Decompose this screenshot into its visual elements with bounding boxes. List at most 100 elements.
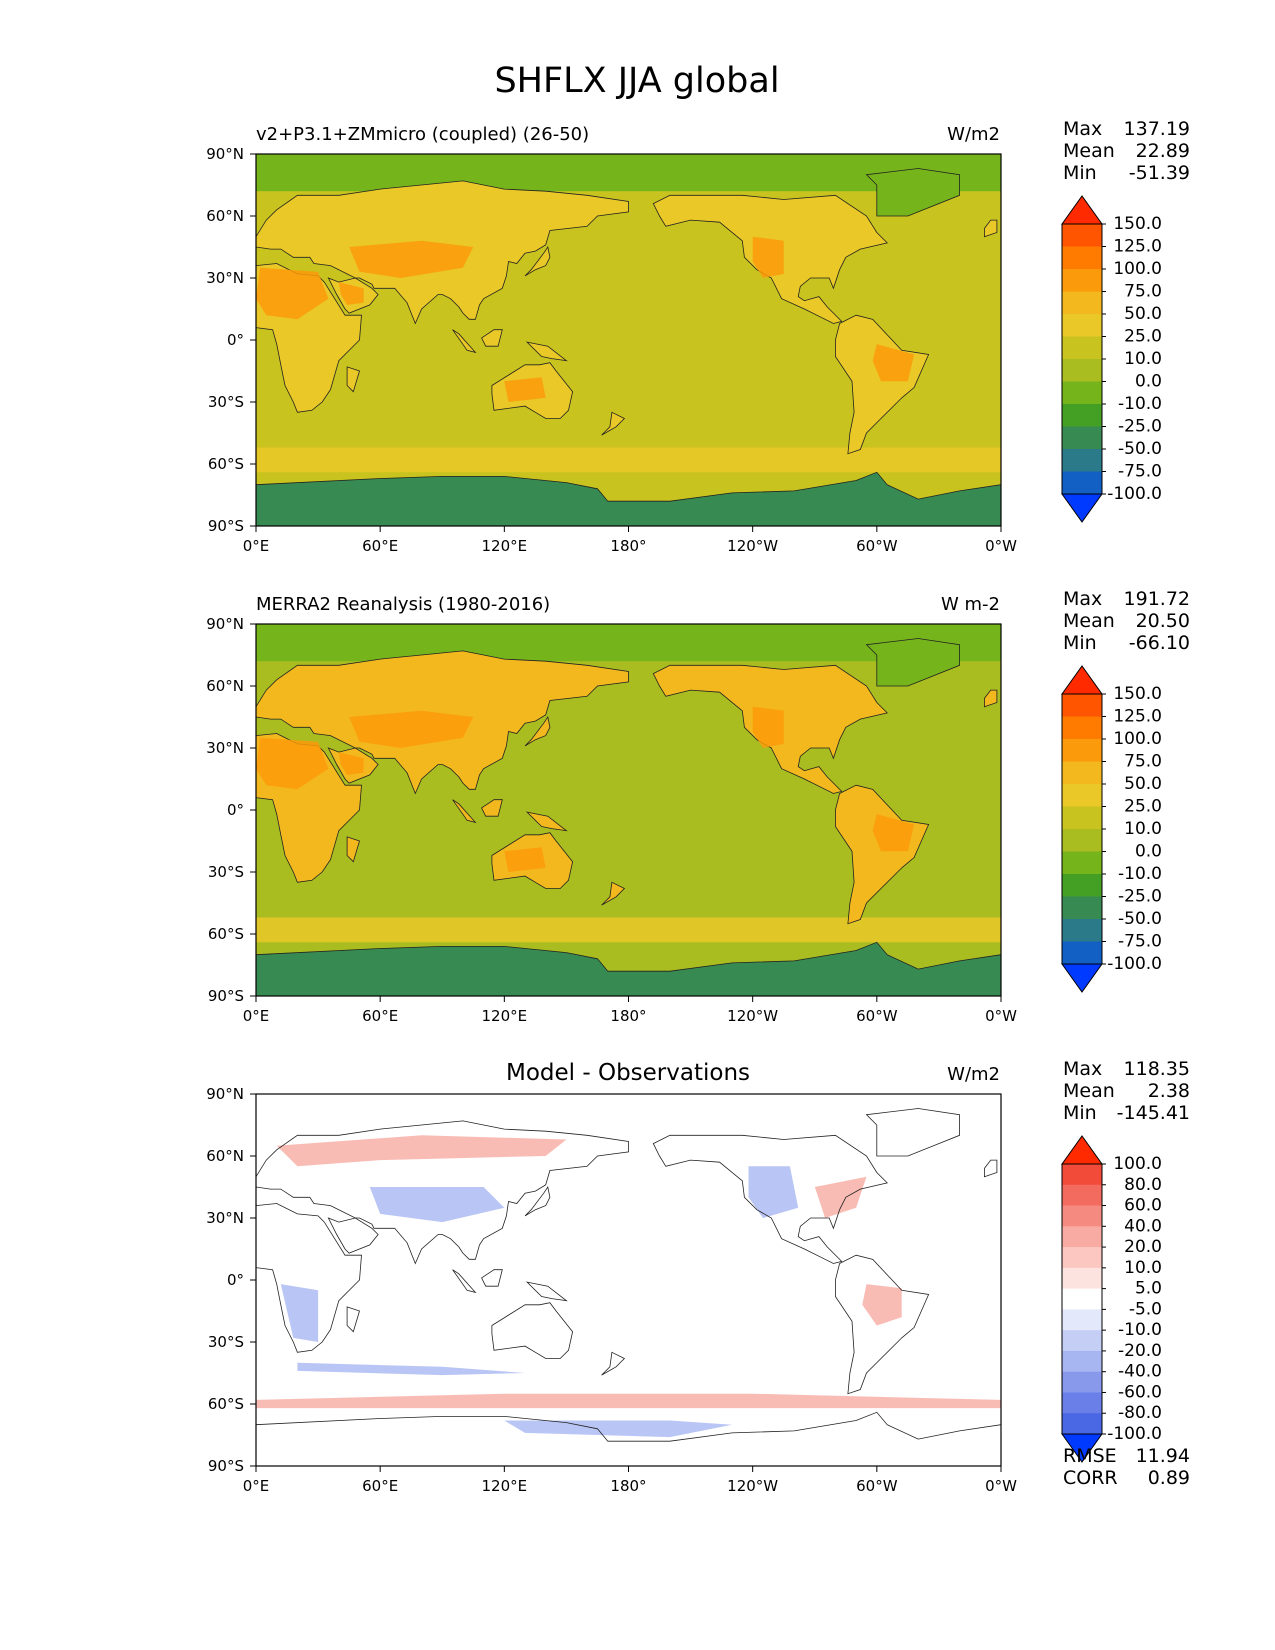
stat-value-mean: 2.38 (1148, 1080, 1190, 1102)
coastline-sumatra (452, 1269, 477, 1294)
lon-axis: 0°E 60°E 120°E 180° 120°W 60°W 0°W (243, 1466, 1017, 1495)
lat-tick-label: 60°N (206, 677, 244, 695)
field-south-america-hot (872, 814, 915, 852)
stat-label-mean: Mean (1063, 610, 1115, 632)
colorbar-tick-label: -50.0 (1118, 909, 1162, 929)
lat-tick-label: 60°S (208, 455, 244, 473)
stat-value-max: 191.72 (1124, 588, 1190, 610)
colorbar-segment (1062, 919, 1102, 942)
stat-value-min: -145.41 (1117, 1102, 1190, 1124)
colorbar-segment (1062, 874, 1102, 897)
lat-axis: 90°N 60°N 30°N 0° 30°S 60°S 90°S (206, 615, 256, 1005)
colorbar-segment (1062, 784, 1102, 807)
field-australia-hot (504, 377, 546, 402)
colorbar-segment (1062, 1205, 1102, 1227)
colorbar-tick-label: -100.0 (1107, 1424, 1162, 1444)
coastline-iceland-uk (984, 1159, 998, 1178)
stat-label-max: Max (1063, 588, 1102, 610)
continent-antarctica (256, 471, 1001, 526)
lat-tick-label: 90°S (208, 1457, 244, 1475)
lat-tick-label: 90°S (208, 987, 244, 1005)
field-diff-neg-africa (280, 1284, 319, 1342)
lat-tick-label: 30°N (206, 739, 244, 757)
colorbar-segment (1062, 269, 1102, 292)
metric-label-rmse: RMSE (1063, 1445, 1117, 1467)
lon-axis: 0°E 60°E 120°E 180° 120°W 60°W 0°W (243, 526, 1017, 555)
continent-madagascar (346, 366, 360, 393)
colorbar-cap-min (1061, 493, 1103, 523)
map-obs (255, 623, 1002, 997)
colorbar-segment (1062, 851, 1102, 875)
continent-antarctica (256, 941, 1001, 996)
lat-tick-label: 90°N (206, 145, 244, 163)
colorbar-tick-label: 50.0 (1124, 304, 1162, 324)
lon-tick-label: 0°W (985, 1007, 1017, 1025)
stat-label-mean: Mean (1063, 1080, 1115, 1102)
lat-tick-label: 60°N (206, 207, 244, 225)
colorbar-tick-label: -25.0 (1118, 417, 1162, 437)
colorbar-tick-label: -75.0 (1118, 932, 1162, 952)
metric-value-rmse: 11.94 (1136, 1445, 1190, 1467)
southern-ocean-band (256, 447, 1001, 473)
coastline-madagascar (346, 1306, 360, 1333)
colorbar-tick-label: 100.0 (1113, 1154, 1162, 1174)
colorbar: 100.080.060.040.020.010.05.0-5.0-10.0-20… (1061, 1135, 1162, 1463)
coastline-antarctica (256, 1411, 1001, 1466)
lat-tick-label: 30°N (206, 269, 244, 287)
colorbar-segment (1062, 1184, 1102, 1207)
colorbar-tick-label: 60.0 (1124, 1196, 1162, 1216)
colorbar-segment (1062, 404, 1102, 427)
coastline-europe-asia (256, 1120, 629, 1265)
colorbar-tick-label: 0.0 (1135, 842, 1162, 862)
lon-tick-label: 60°E (362, 1477, 398, 1495)
lat-tick-label: 0° (227, 331, 244, 349)
lon-tick-label: 60°W (856, 537, 898, 555)
colorbar-tick-label: 0.0 (1135, 372, 1162, 392)
field-diff-neg-west-us (748, 1166, 799, 1218)
continent-south-america (835, 784, 930, 925)
stat-label-mean: Mean (1063, 140, 1115, 162)
colorbar-tick-label: -50.0 (1118, 439, 1162, 459)
colorbar-tick-label: 125.0 (1113, 707, 1162, 727)
continent-new-guinea (525, 341, 568, 362)
lon-tick-label: 120°W (727, 1477, 778, 1495)
continent-new-zealand (601, 411, 626, 436)
lon-tick-label: 0°E (243, 1477, 270, 1495)
stats-block: Max 191.72 Mean 20.50 Min -66.10 (1063, 588, 1190, 654)
colorbar-segment (1062, 336, 1102, 360)
field-west-us-hot (752, 236, 784, 278)
field-south-america-hot (872, 344, 915, 382)
lon-tick-label: 60°E (362, 1007, 398, 1025)
continent-borneo (481, 799, 503, 817)
coastline-australia (491, 1302, 574, 1359)
metrics-block: RMSE 11.94 CORR 0.89 (1063, 1445, 1190, 1489)
colorbar-tick-label: 150.0 (1113, 214, 1162, 234)
colorbar-segment (1062, 426, 1102, 450)
metric-value-corr: 0.89 (1148, 1467, 1190, 1489)
colorbar-tick-label: -100.0 (1107, 484, 1162, 504)
colorbar-tick-label: 150.0 (1113, 684, 1162, 704)
lon-tick-label: 120°W (727, 1007, 778, 1025)
colorbar-segment (1062, 716, 1102, 740)
colorbar-segment (1062, 1309, 1102, 1331)
field-central-asia-hot (349, 710, 474, 748)
lat-tick-label: 30°S (208, 1333, 244, 1351)
continent-japan (524, 715, 551, 747)
lon-tick-label: 120°E (482, 1007, 528, 1025)
field-arabia-hot (338, 752, 364, 775)
panel-units: W m-2 (941, 594, 1000, 615)
colorbar-cap-max (1061, 665, 1103, 695)
colorbar-tick-label: -60.0 (1118, 1382, 1162, 1402)
colorbar-segment (1062, 1371, 1102, 1393)
continent-greenland (865, 638, 960, 687)
field-diff-neg-asia (369, 1187, 505, 1223)
colorbar-segment (1062, 1392, 1102, 1414)
colorbar-segment (1062, 381, 1102, 405)
continent-sumatra (452, 799, 477, 824)
field-sahara-hot (256, 737, 329, 790)
field-diff-pos-eurasia (276, 1135, 567, 1167)
stat-value-max: 137.19 (1124, 118, 1190, 140)
colorbar-tick-label: 80.0 (1124, 1175, 1162, 1195)
colorbar-segment (1062, 1226, 1102, 1248)
